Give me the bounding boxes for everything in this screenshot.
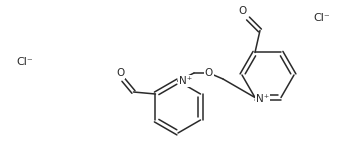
Text: Cl⁻: Cl⁻	[314, 13, 330, 23]
Text: Cl⁻: Cl⁻	[17, 57, 33, 67]
Text: N⁺: N⁺	[256, 94, 269, 103]
Text: O: O	[205, 68, 213, 78]
Text: N⁺: N⁺	[179, 76, 192, 86]
Text: O: O	[116, 68, 125, 78]
Text: O: O	[239, 6, 247, 16]
